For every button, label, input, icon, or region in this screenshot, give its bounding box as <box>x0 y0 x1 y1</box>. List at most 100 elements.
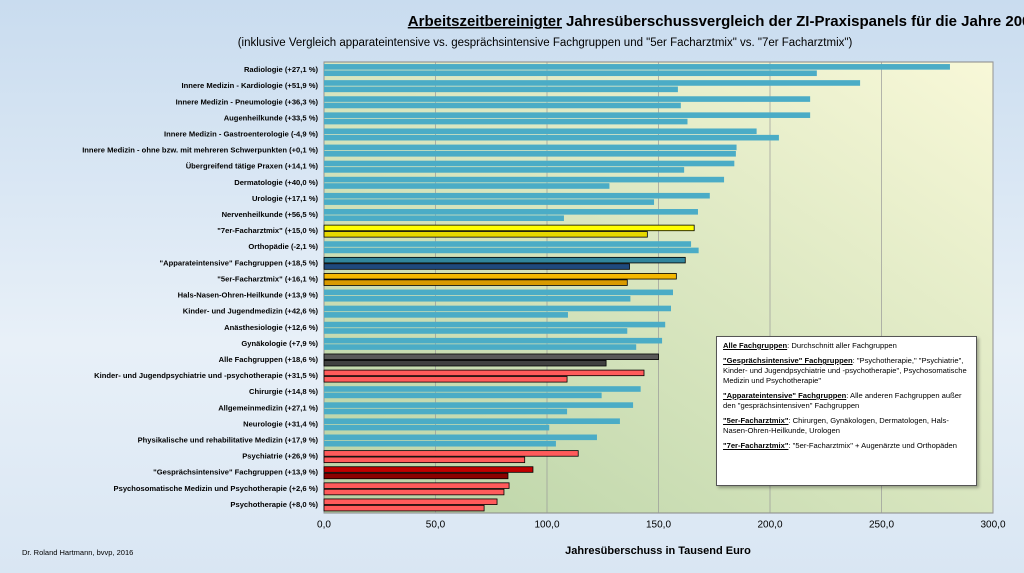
bar <box>324 102 681 109</box>
y-tick-label: Kinder- und Jugendpsychiatrie und -psych… <box>94 371 318 380</box>
y-tick-label: Allgemeinmedizin (+27,1 %) <box>218 403 318 412</box>
x-tick-label: 150,0 <box>646 520 671 531</box>
bar <box>323 263 630 270</box>
bar <box>323 498 498 505</box>
annotation-text: : Alle anderen Fachgruppen außer den "ge… <box>723 391 962 410</box>
bar <box>323 359 607 367</box>
bar <box>324 134 779 141</box>
y-tick-label: Urologie (+17,1 %) <box>252 194 319 203</box>
bar <box>324 118 688 125</box>
bar <box>323 482 510 489</box>
bar <box>324 192 710 199</box>
bar <box>324 386 641 392</box>
bar <box>324 70 817 77</box>
x-axis-label: Jahresüberschuss in Tausend Euro <box>565 545 751 557</box>
bar <box>324 199 655 205</box>
y-tick-label: Alle Fachgruppen (+18,6 %) <box>219 355 319 364</box>
x-tick-label: 0,0 <box>317 520 331 531</box>
bar <box>323 472 509 480</box>
y-tick-label: "7er-Facharztmix" (+15,0 %) <box>217 226 318 235</box>
chart-subtitle: (inklusive Vergleich apparateintensive v… <box>238 37 853 49</box>
x-tick-label: 100,0 <box>534 520 559 531</box>
annotation-term: "Gesprächsintensive" Fachgruppen <box>723 356 853 365</box>
bar <box>324 167 685 173</box>
y-tick-label: Nervenheilkunde (+56,5 %) <box>222 210 319 219</box>
y-tick-label: "5er-Facharztmix" (+16,1 %) <box>217 274 318 283</box>
bar <box>324 289 673 296</box>
bar <box>324 440 556 447</box>
y-tick-label: Innere Medizin - Pneumologie (+36,3 %) <box>176 97 319 106</box>
bar <box>323 450 579 457</box>
annotation-box: Alle Fachgruppen: Durchschnitt aller Fac… <box>716 336 977 486</box>
y-tick-label: Übergreifend tätige Praxen (+14,1 %) <box>186 162 319 171</box>
bar <box>324 418 620 425</box>
bar <box>324 312 568 318</box>
bar <box>324 112 811 118</box>
annotation-text: : "5er-Facharztmix" + Augenärzte und Ort… <box>788 441 957 450</box>
footer: Dr. Roland Hartmann, bvvp, 2016 <box>22 548 133 557</box>
bar <box>324 295 631 302</box>
annotation-text: : Chirurgen, Gynäkologen, Dermatologen, … <box>723 416 949 435</box>
y-tick-label: Orthopädie (-2,1 %) <box>248 242 318 251</box>
bar <box>323 273 677 280</box>
bar <box>324 241 692 247</box>
bar <box>324 128 757 135</box>
x-tick-label: 200,0 <box>757 520 782 531</box>
bar <box>323 256 686 264</box>
bar <box>324 80 861 86</box>
y-tick-label: Innere Medizin - Kardiologie (+51,9 %) <box>181 81 318 90</box>
bar <box>324 434 597 441</box>
y-tick-label: Dermatologie (+40,0 %) <box>234 178 318 187</box>
y-tick-label: Innere Medizin - Gastroenterologie (-4,9… <box>164 129 318 138</box>
bar <box>324 424 550 431</box>
bar <box>324 402 634 408</box>
x-tick-label: 250,0 <box>869 520 894 531</box>
bar <box>324 176 725 183</box>
bar <box>324 337 663 344</box>
bar <box>324 160 735 167</box>
annotation: "7er-Facharztmix": "5er-Facharztmix" + A… <box>723 441 970 451</box>
x-tick-label: 50,0 <box>426 520 446 531</box>
annotation: Alle Fachgruppen: Durchschnitt aller Fac… <box>723 341 970 351</box>
y-tick-label: "Apparateintensive" Fachgruppen (+18,5 %… <box>160 258 319 267</box>
bar <box>324 150 736 157</box>
annotation-text: : "Psychotherapie," "Psychiatrie", Kinde… <box>723 356 967 385</box>
bar <box>323 488 505 496</box>
y-tick-label: Hals-Nasen-Ohren-Heilkunde (+13,9 %) <box>178 291 319 300</box>
y-tick-label: Radiologie (+27,1 %) <box>244 65 319 74</box>
annotation: "5er-Facharztmix": Chirurgen, Gynäkologe… <box>723 416 970 436</box>
bar <box>323 224 695 232</box>
bar <box>324 183 610 189</box>
bar <box>324 215 564 222</box>
y-tick-label: Psychiatrie (+26,9 %) <box>242 452 318 461</box>
annotation-text: : Durchschnitt aller Fachgruppen <box>787 341 897 350</box>
bar <box>324 144 737 151</box>
bar <box>323 376 568 383</box>
bar <box>324 321 666 328</box>
bar <box>324 96 811 102</box>
bar <box>324 392 602 399</box>
bar <box>324 64 950 70</box>
annotation-term: "5er-Facharztmix" <box>723 416 789 425</box>
y-tick-label: "Gesprächsintensive" Fachgruppen (+13,9 … <box>153 468 318 477</box>
bar <box>324 86 678 93</box>
bar <box>324 328 628 334</box>
bar <box>323 369 645 377</box>
bar <box>324 305 671 312</box>
y-tick-label: Psychosomatische Medizin und Psychothera… <box>114 484 319 493</box>
bar <box>323 504 485 512</box>
bar <box>324 344 637 350</box>
bar <box>324 408 568 415</box>
bar <box>323 466 534 473</box>
bar <box>323 456 526 464</box>
annotation: "Gesprächsintensive" Fachgruppen: "Psych… <box>723 356 970 386</box>
bar <box>323 279 628 286</box>
chart-title: Jahresüberschussvergleich der ZI-Praxisp… <box>566 13 1024 30</box>
y-tick-label: Physikalische und rehabilitative Medizin… <box>138 436 319 445</box>
y-tick-label: Augenheilkunde (+33,5 %) <box>224 113 319 122</box>
y-tick-label: Innere Medizin - ohne bzw. mit mehreren … <box>82 146 318 155</box>
x-tick-label: 300,0 <box>980 520 1005 531</box>
chart-title: Arbeitszeitbereinigter <box>408 13 562 30</box>
